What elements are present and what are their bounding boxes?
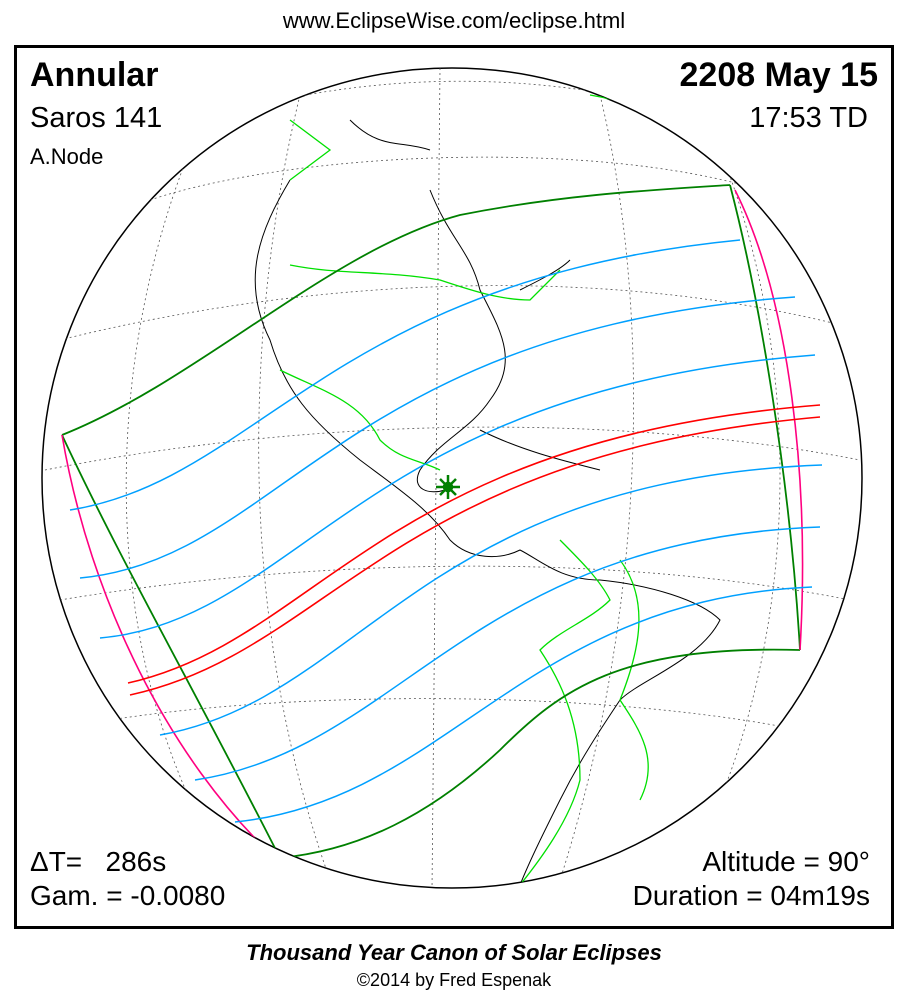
rise-set-limit-east [734,189,804,651]
penumbra-limit-west [61,434,281,859]
node-label: A.Node [30,144,104,169]
globe-outline [41,67,863,889]
rise-set-limit-west [61,434,276,859]
saros-series: Saros 141 [30,102,163,134]
map-frame [14,45,894,929]
penumbra-limit-south [279,648,801,859]
central-path-limits [127,404,821,696]
copyright: ©2014 by Fred Espenak [356,970,552,990]
graticule [44,68,861,888]
gamma: Gam. = -0.0080 [30,880,226,911]
magnitude-lines [69,239,823,823]
eclipse-date: 2208 May 15 [679,56,879,94]
delta-t: ΔT= 286s [30,846,167,877]
canon-title: Thousand Year Canon of Solar Eclipses [246,940,662,965]
coastlines [254,119,721,886]
altitude: Altitude = 90° [702,846,870,877]
source-url: www.EclipseWise.com/eclipse.html [282,8,626,33]
penumbra-limit-north [61,184,731,436]
eclipse-time: 17:53 TD [749,102,868,134]
eclipse-type: Annular [30,56,159,94]
duration: Duration = 04m19s [632,880,870,911]
penumbra-limit-east [729,184,801,651]
greatest-eclipse-star-marker [436,475,460,499]
